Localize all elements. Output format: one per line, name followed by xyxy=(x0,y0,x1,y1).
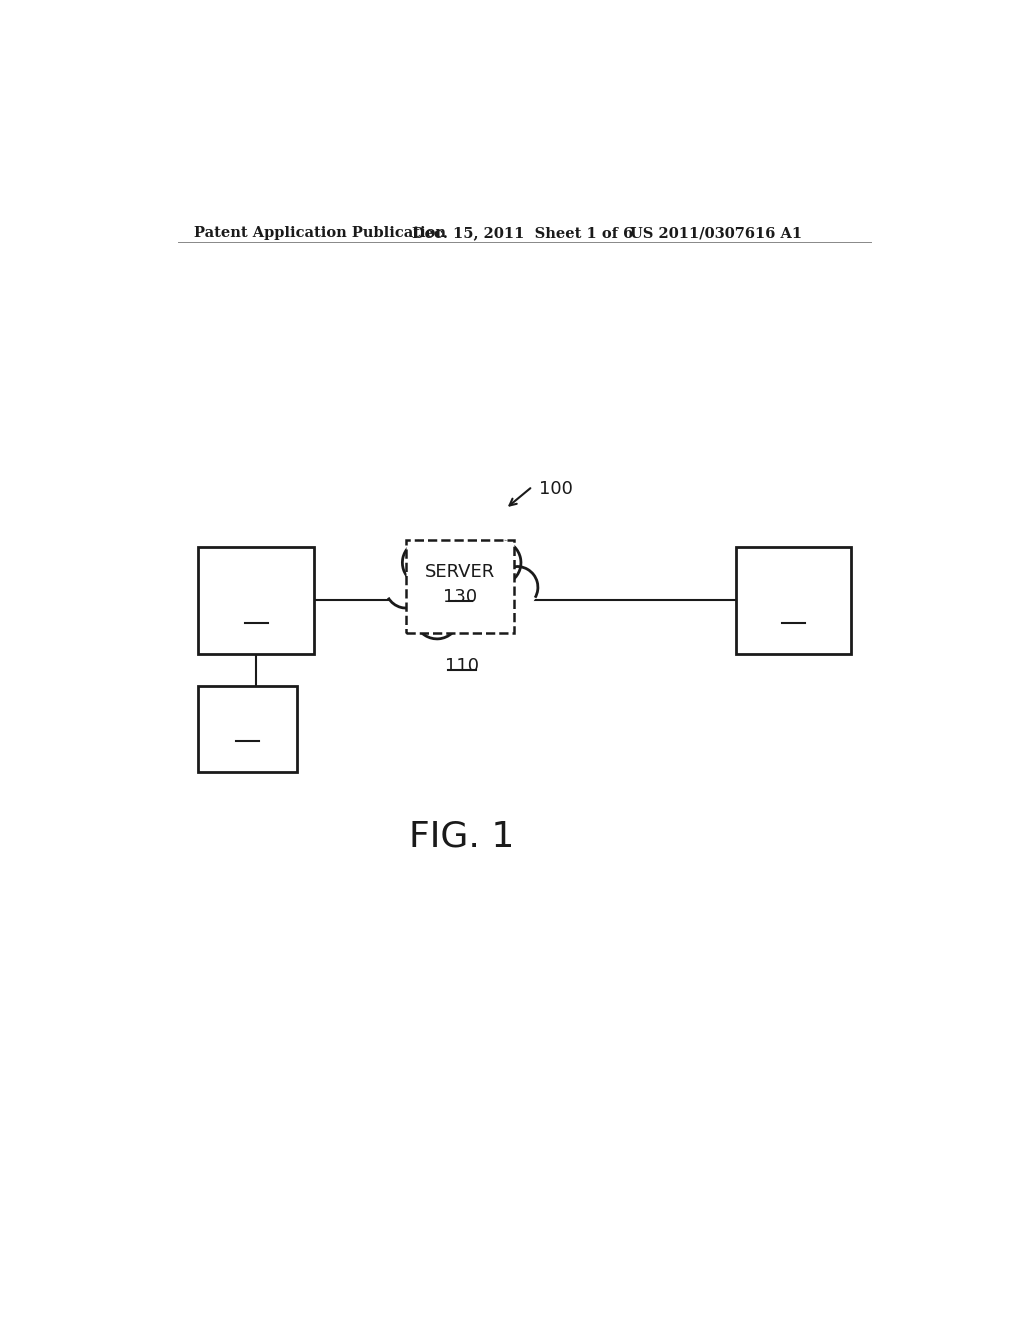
Bar xyxy=(199,686,297,772)
Text: 200: 200 xyxy=(776,609,811,627)
Text: FIG. 1: FIG. 1 xyxy=(409,818,514,853)
Text: SERVER: SERVER xyxy=(425,564,496,581)
Text: Dec. 15, 2011  Sheet 1 of 6: Dec. 15, 2011 Sheet 1 of 6 xyxy=(412,226,633,240)
Circle shape xyxy=(464,594,509,639)
Text: COMPUTER: COMPUTER xyxy=(743,570,844,589)
Circle shape xyxy=(415,594,460,639)
Ellipse shape xyxy=(408,545,515,614)
Bar xyxy=(736,548,851,653)
Circle shape xyxy=(385,566,427,609)
Circle shape xyxy=(402,540,447,585)
Circle shape xyxy=(476,540,521,585)
Text: 130: 130 xyxy=(443,589,477,606)
Bar xyxy=(199,548,313,653)
Text: Patent Application Publication: Patent Application Publication xyxy=(194,226,445,240)
Text: 1: 1 xyxy=(251,590,262,607)
Text: US 2011/0307616 A1: US 2011/0307616 A1 xyxy=(630,226,802,240)
Text: 100: 100 xyxy=(539,480,572,498)
Bar xyxy=(407,540,514,632)
Text: DEVICE: DEVICE xyxy=(214,708,281,726)
Text: COMPUTER: COMPUTER xyxy=(206,570,306,589)
Circle shape xyxy=(497,566,538,609)
Circle shape xyxy=(434,515,489,570)
Text: 120: 120 xyxy=(230,729,264,746)
Text: 110: 110 xyxy=(444,657,478,676)
Text: 2: 2 xyxy=(787,590,800,607)
Text: 200: 200 xyxy=(239,609,273,627)
